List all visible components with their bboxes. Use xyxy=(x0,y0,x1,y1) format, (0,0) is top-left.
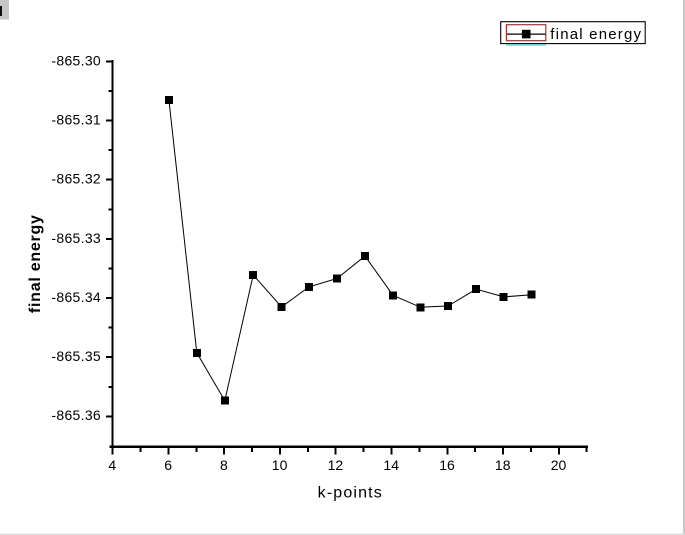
svg-text:16: 16 xyxy=(439,457,455,473)
svg-text:6: 6 xyxy=(164,457,172,473)
svg-text:10: 10 xyxy=(272,457,288,473)
svg-text:-865.36: -865.36 xyxy=(51,407,101,423)
svg-text:-865.31: -865.31 xyxy=(51,112,101,128)
svg-text:-865.33: -865.33 xyxy=(51,230,101,246)
svg-text:20: 20 xyxy=(551,457,567,473)
svg-text:-865.32: -865.32 xyxy=(51,171,101,187)
svg-text:-865.30: -865.30 xyxy=(51,53,101,69)
svg-text:18: 18 xyxy=(495,457,511,473)
svg-text:14: 14 xyxy=(383,457,399,473)
svg-text:-865.34: -865.34 xyxy=(51,289,101,305)
svg-text:-865.35: -865.35 xyxy=(51,348,101,364)
svg-text:8: 8 xyxy=(220,457,228,473)
svg-text:4: 4 xyxy=(108,457,116,473)
svg-text:12: 12 xyxy=(328,457,344,473)
svg-text:k-points: k-points xyxy=(318,485,383,502)
svg-text:final energy: final energy xyxy=(27,214,44,313)
svg-text:final energy: final energy xyxy=(550,26,642,43)
